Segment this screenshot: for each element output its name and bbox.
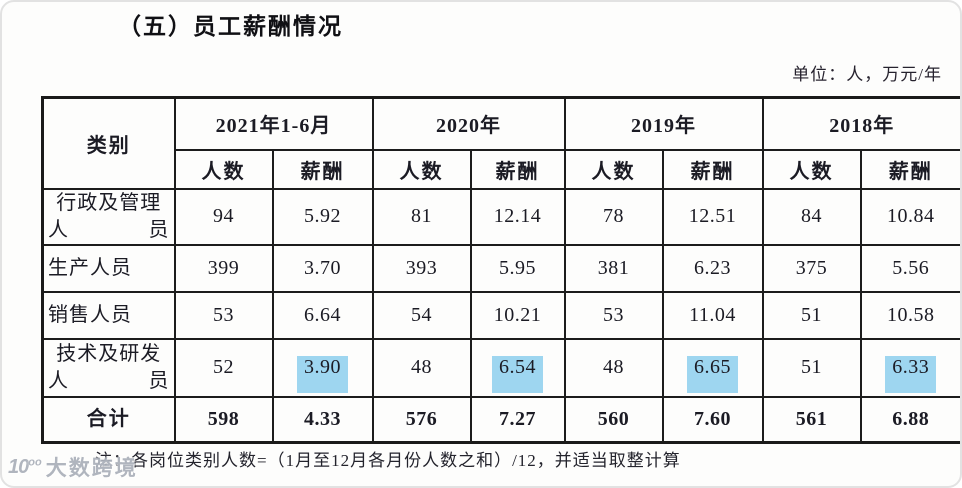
table-row-admin: 行政及管理人员 94 5.92 81 12.14 78 12.51 84 10.…	[41, 187, 960, 246]
section-title: （五）员工薪酬情况	[118, 14, 343, 39]
cell-value: 7.60	[661, 395, 764, 444]
subheader-salary: 薪酬	[859, 148, 960, 190]
cell-value: 12.51	[661, 187, 764, 246]
subheader-salary: 薪酬	[661, 148, 764, 190]
salary-table: 类别 2021年1-6月 2020年 2019年 2018年 人数 薪酬 人数 …	[41, 96, 960, 444]
subheader-headcount: 人数	[563, 148, 664, 190]
subheader-headcount: 人数	[371, 148, 472, 190]
cell-value-highlighted: 6.33	[859, 337, 960, 398]
highlight-marker: 6.33	[885, 356, 937, 393]
cell-value: 48	[371, 337, 472, 398]
table-row-tech: 技术及研发人员 52 3.90 48 6.54 48 6.65 51 6.33	[41, 337, 960, 398]
table-row-total: 合计 598 4.33 576 7.27 560 7.60 561 6.88	[41, 395, 960, 444]
cell-value: 5.92	[271, 187, 374, 246]
column-header-category: 类别	[41, 96, 176, 190]
footnote: 注：各岗位类别人数=（1月至12月各月份人数之和）/12，并适当取整计算	[95, 451, 681, 470]
cell-value-highlighted: 3.90	[271, 337, 374, 398]
cell-value: 51	[761, 290, 862, 340]
subheader-salary: 薪酬	[271, 148, 374, 190]
cell-value: 5.95	[469, 243, 566, 293]
cell-value: 53	[173, 290, 274, 340]
table-row-production: 生产人员 399 3.70 393 5.95 381 6.23 375 5.56	[41, 243, 960, 293]
table-header-years: 类别 2021年1-6月 2020年 2019年 2018年	[41, 96, 960, 190]
cell-value: 78	[563, 187, 664, 246]
row-label: 行政及管理人员	[41, 187, 176, 246]
cell-value: 10.58	[859, 290, 960, 340]
cell-value: 7.27	[469, 395, 566, 444]
cell-value: 393	[371, 243, 472, 293]
row-label: 生产人员	[41, 243, 176, 293]
row-label-total: 合计	[41, 395, 176, 444]
cell-value: 561	[761, 395, 862, 444]
column-header-year-2019: 2019年	[563, 96, 764, 151]
table-row-sales: 销售人员 53 6.64 54 10.21 53 11.04 51 10.58	[41, 290, 960, 340]
cell-value: 6.23	[661, 243, 764, 293]
row-label: 销售人员	[41, 290, 176, 340]
cell-value: 51	[761, 337, 862, 398]
cell-value: 5.56	[859, 243, 960, 293]
subheader-headcount: 人数	[173, 148, 274, 190]
cell-value: 3.70	[271, 243, 374, 293]
cell-value: 52	[173, 337, 274, 398]
cell-value: 12.14	[469, 187, 566, 246]
unit-label: 单位：人，万元/年	[792, 65, 942, 84]
highlight-marker: 3.90	[297, 356, 348, 393]
cell-value: 94	[173, 187, 274, 246]
cell-value: 6.64	[271, 290, 374, 340]
cell-value-highlighted: 6.65	[661, 337, 764, 398]
cell-value: 598	[173, 395, 274, 444]
highlight-marker: 6.54	[492, 356, 544, 393]
table-header-subcolumns: 人数 薪酬 人数 薪酬 人数 薪酬 人数 薪酬	[43, 148, 960, 190]
cell-value: 54	[371, 290, 472, 340]
cell-value: 560	[563, 395, 664, 444]
cell-value: 84	[761, 187, 862, 246]
cell-value: 53	[563, 290, 664, 340]
cell-value: 10.21	[469, 290, 566, 340]
cell-value-highlighted: 6.54	[469, 337, 566, 398]
column-header-year-2021h1: 2021年1-6月	[173, 96, 374, 151]
cell-value: 6.88	[859, 395, 960, 444]
cell-value: 11.04	[661, 290, 764, 340]
column-header-year-2020: 2020年	[371, 96, 566, 151]
cell-value: 375	[761, 243, 862, 293]
cell-value: 48	[563, 337, 664, 398]
watermark-logo-icon: 10oo	[8, 455, 42, 478]
cell-value: 4.33	[271, 395, 374, 444]
subheader-headcount: 人数	[761, 148, 862, 190]
row-label: 技术及研发人员	[41, 337, 176, 398]
subheader-salary: 薪酬	[469, 148, 566, 190]
column-header-year-2018: 2018年	[761, 96, 960, 151]
cell-value: 10.84	[859, 187, 960, 246]
cell-value: 81	[371, 187, 472, 246]
highlight-marker: 6.65	[687, 356, 739, 393]
cell-value: 381	[563, 243, 664, 293]
cell-value: 399	[173, 243, 274, 293]
cell-value: 576	[371, 395, 472, 444]
